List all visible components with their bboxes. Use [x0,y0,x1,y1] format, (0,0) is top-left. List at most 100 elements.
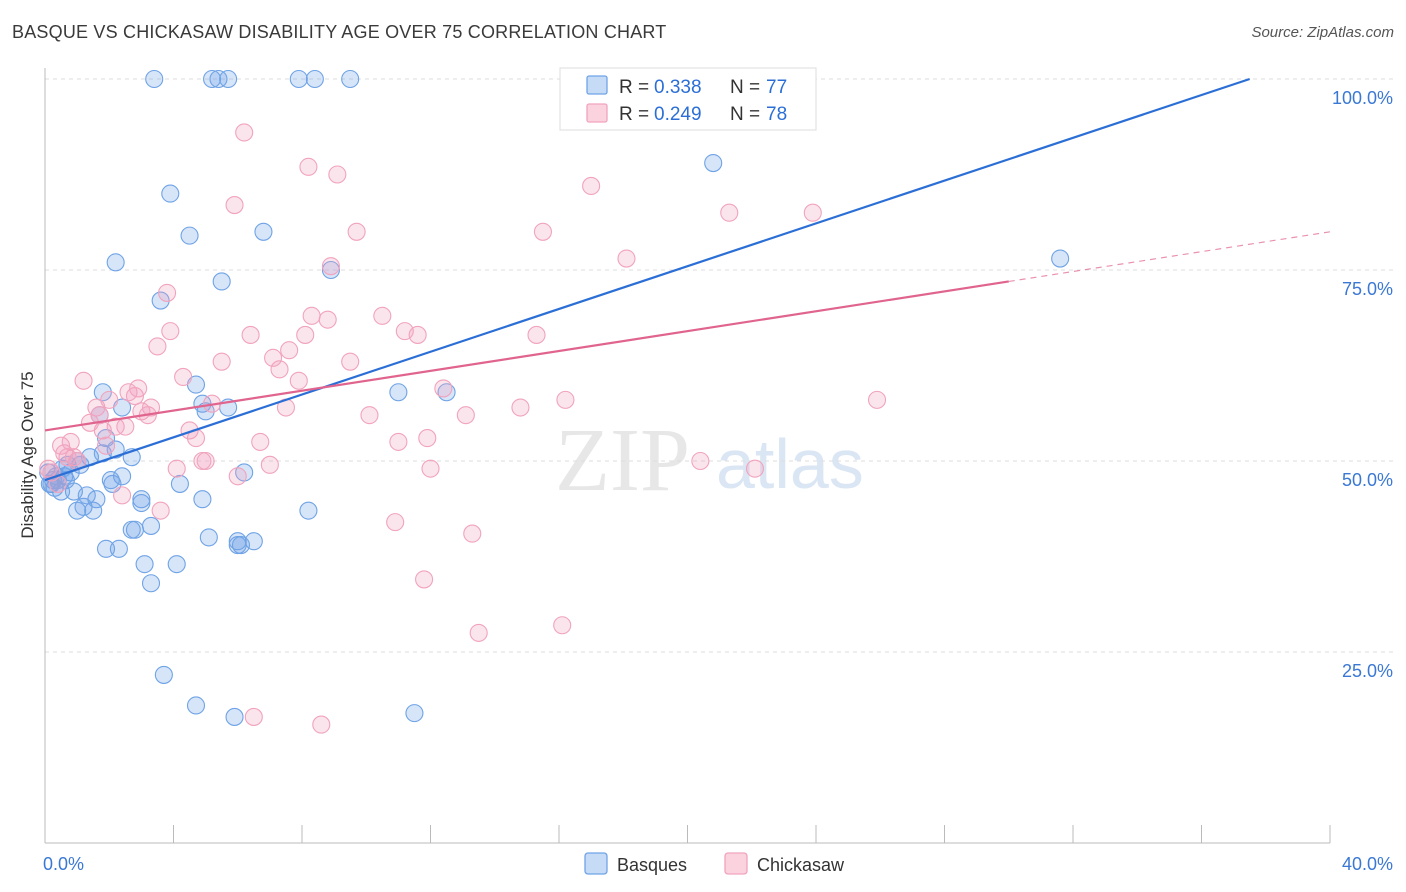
basques-point-38 [154,665,173,684]
chickasaw-point-29 [167,459,186,478]
chickasaw-point-66 [421,459,440,478]
basques-trendline [44,77,1251,482]
basques-point-49 [203,69,222,89]
basques-point-40 [167,555,186,574]
legend-box: R = 0.338 N = 77 R = 0.249 N = 78 [559,67,817,131]
chickasaw-point-82 [745,459,765,478]
chickasaw-point-48 [289,371,308,390]
chickasaw-point-75 [556,390,575,409]
bottom-legend: Basques Chickasaw [584,852,845,875]
basques-point-21 [96,539,116,558]
basques-points [39,69,1070,726]
basques-point-63 [321,260,340,280]
chickasaw-point-55 [328,165,347,184]
chickasaw-trendline [44,280,1009,432]
legend-swatch-basques [586,75,608,95]
basques-point-53 [219,69,238,89]
chickasaw-point-16 [106,417,125,436]
basques-point-19 [93,383,112,402]
legend-r-label-basques: R = [619,77,649,98]
chickasaw-point-59 [373,306,392,325]
legend-swatch-chickasaw [586,103,608,123]
basques-point-25 [109,539,128,558]
chickasaw-point-64 [415,570,434,589]
legend-n-label-basques: N = [730,77,760,98]
chickasaw-point-49 [296,325,315,344]
basques-point-41 [170,474,189,493]
y-tick-label-25: 25.0% [1342,661,1393,681]
chickasaw-point-31 [180,421,199,440]
chickasaw-point-38 [228,467,247,486]
chickasaw-point-50 [299,157,318,176]
chickasaw-point-25 [148,337,167,356]
chickasaw-point-68 [456,406,475,425]
y-tick-label-100: 100.0% [1332,88,1393,108]
chickasaw-point-39 [235,123,254,142]
basques-point-34 [141,574,161,593]
chickasaw-point-36 [212,352,231,371]
chickasaw-point-57 [347,222,366,241]
basques-point-66 [405,704,424,723]
chickasaw-point-44 [264,348,283,367]
y-tick-label-50: 50.0% [1342,470,1393,490]
chickasaw-point-14 [96,436,116,455]
basques-point-24 [106,253,125,272]
chickasaw-point-5 [58,448,77,467]
chickasaw-point-26 [151,501,170,520]
basques-point-59 [254,222,273,241]
basques-point-32 [132,493,151,513]
chickasaw-point-41 [244,707,263,726]
basques-point-50 [209,69,228,89]
chickasaw-point-71 [511,398,530,417]
legend-r-value-basques: 0.338 [654,77,702,98]
x-tick-label-0: 0.0% [43,854,84,874]
x-tick-label-40: 40.0% [1342,854,1393,874]
basques-point-27 [113,467,132,486]
axes [44,68,1331,844]
basques-point-51 [212,272,231,291]
chickasaw-point-45 [270,360,289,379]
chickasaw-point-51 [302,306,321,325]
chickasaw-point-21 [129,379,148,398]
chickasaw-point-83 [803,203,822,222]
chickasaw-point-63 [408,325,427,344]
legend-n-value-chickasaw: 78 [766,104,787,125]
basques-point-54 [225,707,244,726]
basques-point-39 [161,184,180,203]
legend-n-value-basques: 77 [766,77,787,98]
chickasaw-point-81 [720,203,739,222]
chickasaw-point-65 [418,429,437,448]
basques-point-68 [704,153,723,173]
chickasaw-point-70 [469,623,488,642]
basques-point-13 [77,486,96,505]
basques-point-65 [389,383,408,402]
basques-point-33 [135,555,154,574]
basques-point-62 [305,69,324,89]
bottom-legend-swatch-basques [584,852,608,875]
chart-title: BASQUE VS CHICKASAW DISABILITY AGE OVER … [12,22,667,42]
basques-point-30 [125,520,144,539]
chickasaw-point-40 [241,325,260,344]
basques-point-76 [231,535,251,555]
basques-point-75 [101,471,120,490]
chickasaw-point-27 [158,283,177,302]
basques-point-37 [151,291,170,310]
chickasaw-point-77 [582,176,601,196]
chickasaw-point-73 [533,222,552,241]
chickasaw-point-12 [90,406,109,425]
basques-point-36 [145,69,164,89]
basques-point-64 [341,69,360,89]
chickasaw-point-53 [318,310,337,329]
source-label: Source: ZipAtlas.com [1251,24,1394,41]
chickasaw-point-15 [100,390,119,409]
basques-point-35 [141,516,161,535]
chickasaw-point-43 [260,455,279,474]
chickasaw-point-17 [113,486,132,505]
chickasaw-point-74 [553,616,572,635]
chickasaw-points [39,69,887,734]
chickasaw-point-72 [527,325,546,344]
chickasaw-point-61 [389,432,408,451]
chickasaw-point-54 [321,257,340,276]
y-tick-label-75: 75.0% [1342,279,1393,299]
